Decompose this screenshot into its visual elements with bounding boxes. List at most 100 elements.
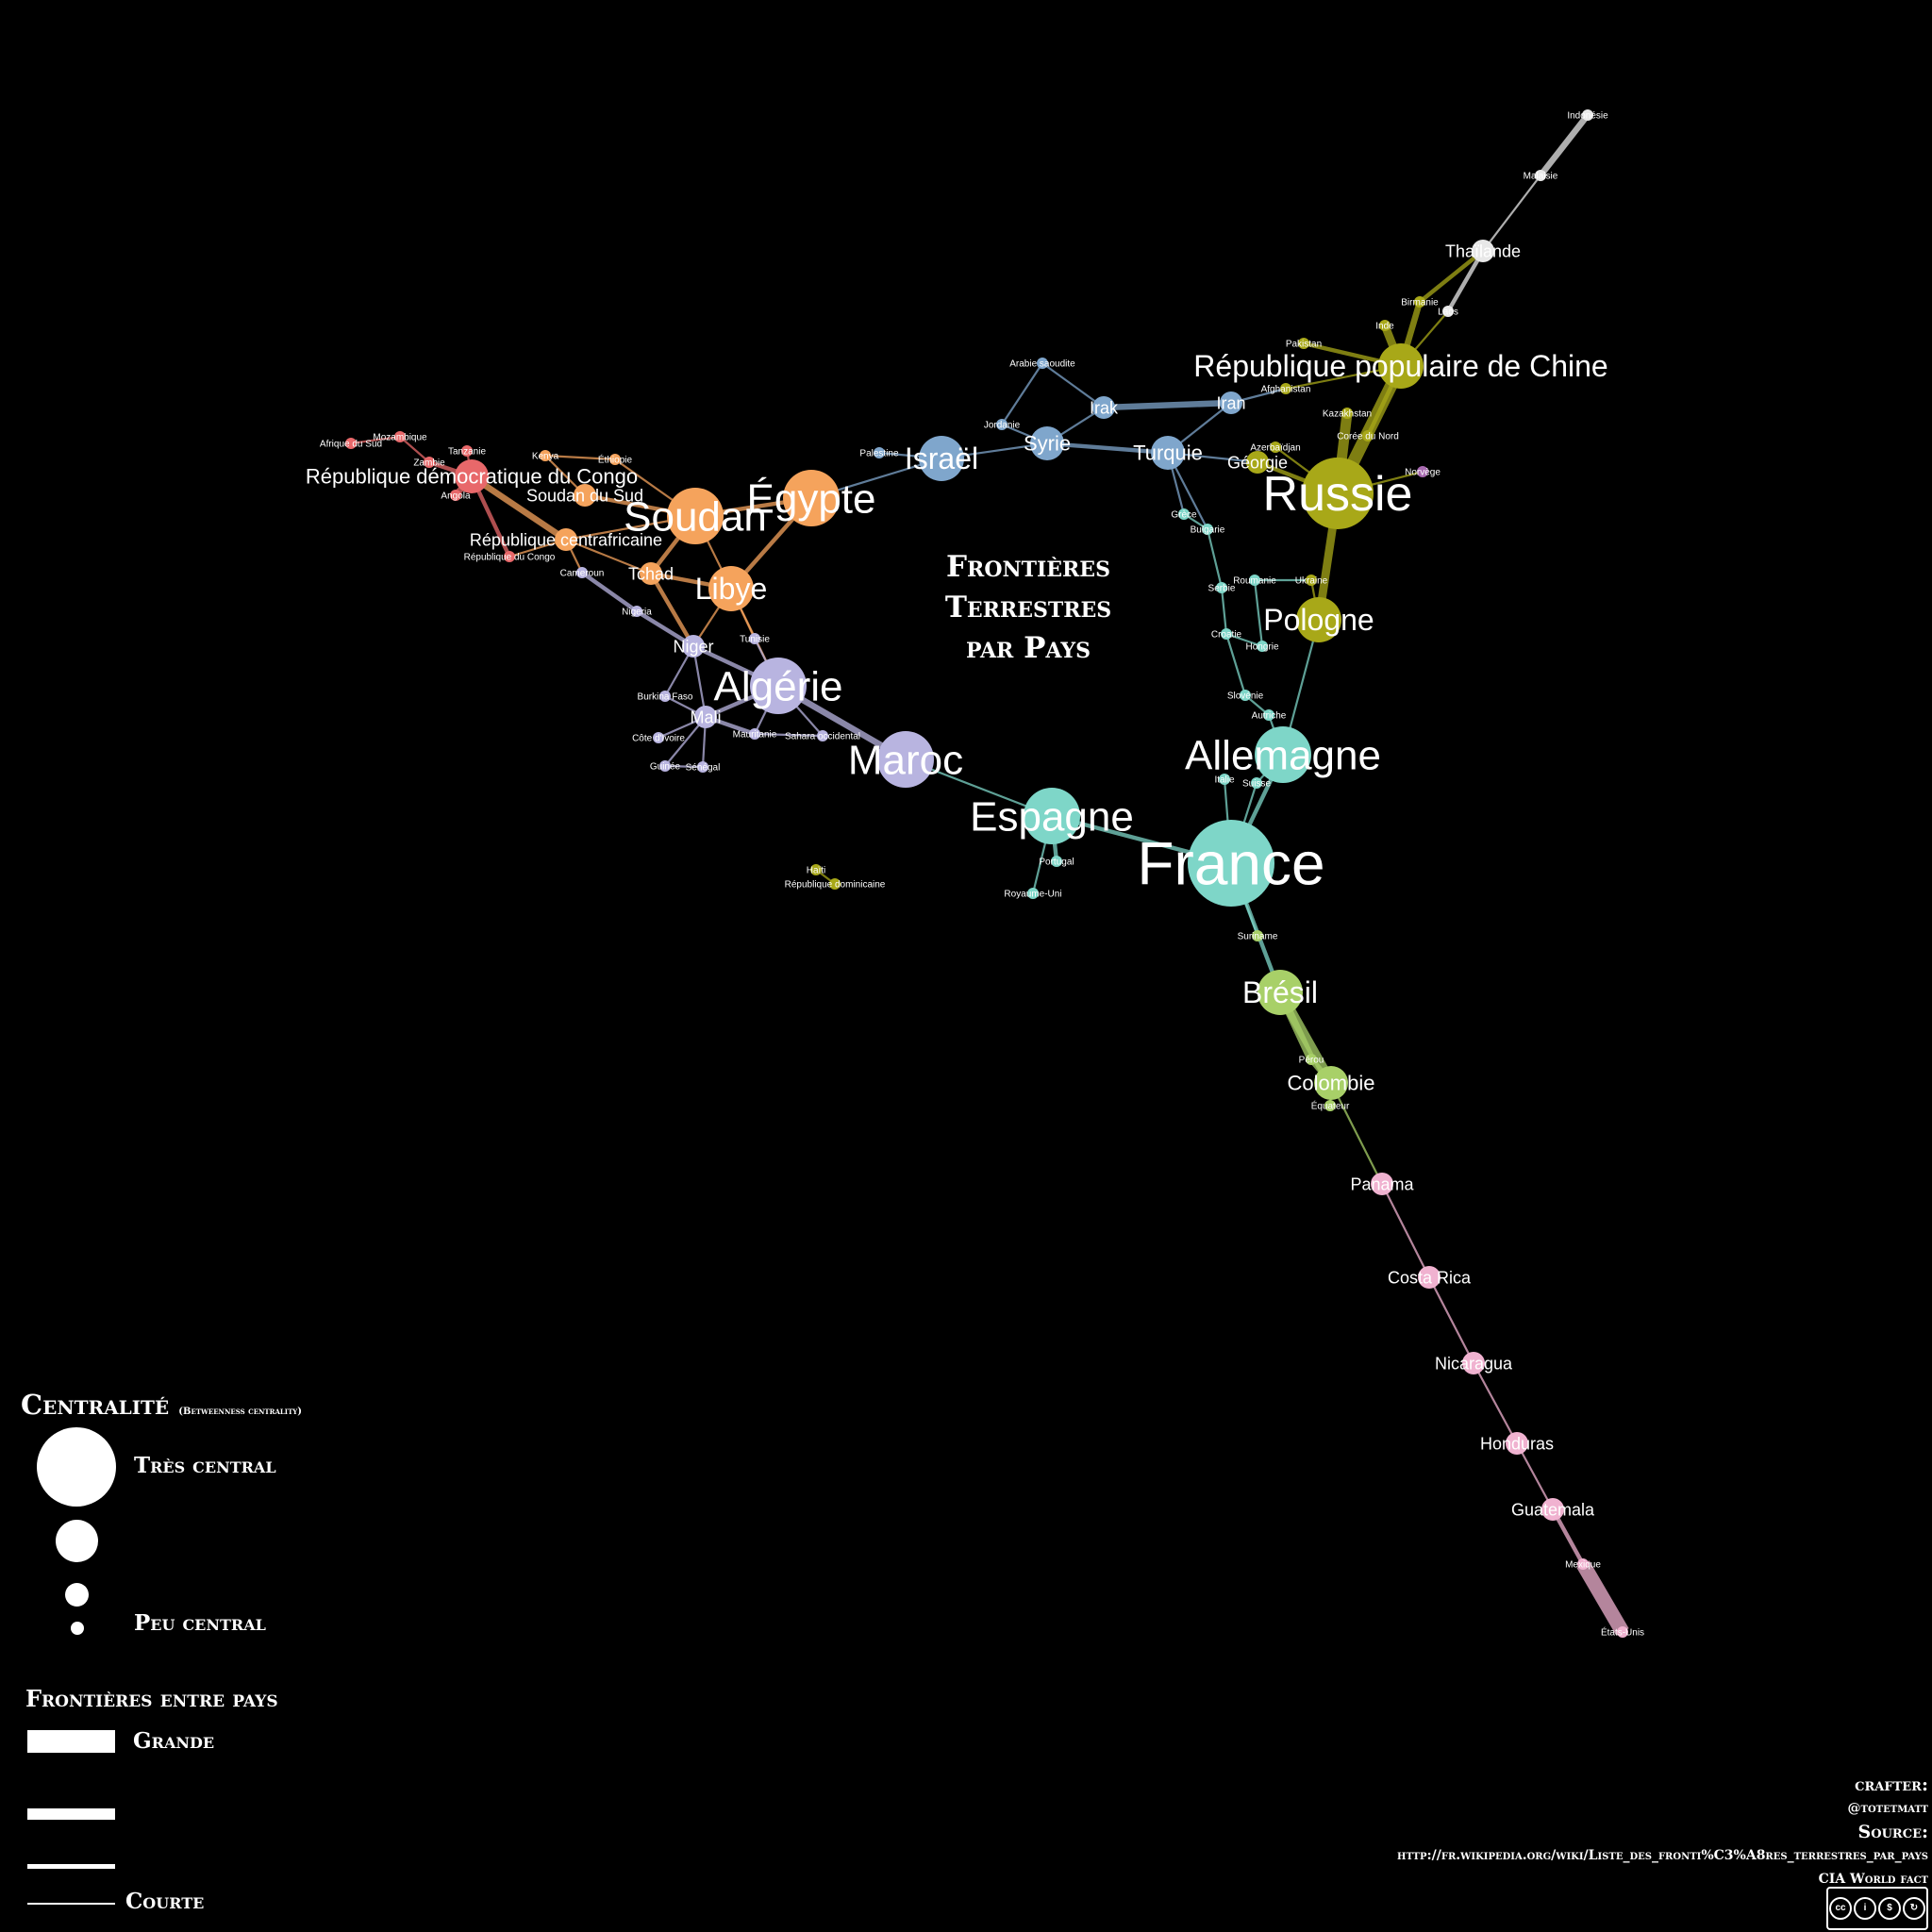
label-Maroc: Maroc bbox=[848, 737, 963, 783]
label-Jordanie: Jordanie bbox=[984, 421, 1021, 431]
node-Malaisie bbox=[1535, 170, 1546, 181]
crafter-handle: @totetmatt bbox=[1847, 1801, 1928, 1816]
label-Hongrie: Hongrie bbox=[1245, 642, 1278, 653]
label-Libye: Libye bbox=[695, 572, 768, 606]
nc-icon: $ bbox=[1878, 1897, 1901, 1920]
label-RoyaumeUni: Royaume-Uni bbox=[1004, 890, 1061, 900]
node-Iran bbox=[1220, 391, 1242, 414]
label-Iran: Iran bbox=[1216, 393, 1245, 412]
label-Angola: Angola bbox=[441, 491, 471, 502]
legend-low-label: Peu central bbox=[134, 1610, 266, 1636]
edge-Cameroun-Nigeria bbox=[580, 571, 639, 613]
label-Mauritanie: Mauritanie bbox=[733, 730, 777, 741]
node-Suisse bbox=[1251, 777, 1262, 789]
label-Grece: Grèce bbox=[1171, 510, 1197, 521]
node-Italie bbox=[1219, 774, 1230, 785]
node-Mali bbox=[694, 706, 717, 728]
label-Inde: Inde bbox=[1375, 322, 1394, 332]
node-Suriname bbox=[1252, 930, 1263, 941]
node-France bbox=[1188, 820, 1274, 907]
node-SoudanSud bbox=[574, 484, 596, 507]
edge-Irak-Iran bbox=[1103, 399, 1232, 411]
node-Afghanistan bbox=[1280, 383, 1291, 394]
node-Egypte bbox=[783, 470, 840, 526]
node-Zambie bbox=[424, 457, 435, 468]
node-Arabie bbox=[1037, 358, 1048, 369]
cc-license-badge: cc i $ ↻ bbox=[1826, 1887, 1928, 1930]
node-Nicaragua bbox=[1462, 1352, 1485, 1374]
legend-circle-tiny bbox=[71, 1622, 84, 1635]
edge-Tchad-Niger bbox=[649, 572, 695, 648]
label-Kenya: Kenya bbox=[532, 452, 559, 462]
node-Ukraine bbox=[1306, 575, 1317, 586]
edge-Zambie-Mozambique bbox=[399, 436, 430, 463]
node-Maroc bbox=[877, 731, 934, 788]
node-RDC bbox=[455, 459, 489, 493]
node-Mauritanie bbox=[749, 728, 760, 740]
label-Honduras: Honduras bbox=[1480, 1434, 1554, 1453]
label-Slovenie: Slovénie bbox=[1227, 691, 1264, 702]
label-Bresil: Brésil bbox=[1242, 975, 1318, 1009]
label-Egypte: Égypte bbox=[747, 475, 876, 522]
label-Turquie: Turquie bbox=[1133, 441, 1203, 465]
title-line-2: Terrestres bbox=[944, 591, 1112, 625]
node-Sahara bbox=[817, 730, 828, 741]
label-Georgie: Géorgie bbox=[1227, 453, 1288, 472]
label-Bulgarie: Bulgarie bbox=[1191, 525, 1225, 536]
cc-icon: cc bbox=[1829, 1897, 1852, 1920]
label-Portugal: Portugal bbox=[1039, 858, 1074, 868]
node-Niger bbox=[682, 635, 705, 658]
edge-Laos-Thailande bbox=[1446, 249, 1485, 313]
node-Allemagne bbox=[1255, 726, 1311, 783]
label-Suisse: Suisse bbox=[1242, 779, 1271, 790]
label-Haiti: Haïti bbox=[807, 866, 826, 876]
node-EtatsUnis bbox=[1617, 1626, 1628, 1638]
edge-Niger-Mali bbox=[691, 645, 708, 718]
node-Hongrie bbox=[1257, 641, 1268, 652]
node-Slovenie bbox=[1240, 690, 1251, 701]
label-Soudan: Soudan bbox=[624, 493, 767, 540]
label-Syrie: Syrie bbox=[1024, 432, 1071, 456]
edge-Mexique-EtatsUnis bbox=[1576, 1560, 1629, 1636]
label-Equateur: Équateur bbox=[1311, 1100, 1350, 1112]
legend-circle-large bbox=[37, 1427, 116, 1507]
country-nodes bbox=[345, 109, 1628, 1638]
label-Tchad: Tchad bbox=[628, 564, 674, 583]
legend-long-label: Grande bbox=[133, 1728, 215, 1754]
node-Angola bbox=[450, 490, 461, 501]
label-Nigeria: Nigeria bbox=[622, 608, 652, 618]
node-Ethiopie bbox=[609, 454, 621, 465]
edge-Serbie-Bulgarie bbox=[1206, 528, 1224, 589]
title-line-1: Frontières bbox=[946, 550, 1110, 584]
source-url[interactable]: http://fr.wikipedia.org/wiki/Liste_des_f… bbox=[1397, 1848, 1928, 1863]
label-Mali: Mali bbox=[690, 708, 721, 726]
label-Ukraine: Ukraine bbox=[1295, 576, 1328, 587]
edge-Colombie-Panama bbox=[1330, 1082, 1383, 1185]
edge-Irak-Arabie bbox=[1041, 362, 1105, 408]
edge-Mozambique-AfriqueSud bbox=[350, 435, 401, 445]
node-Mozambique bbox=[394, 431, 406, 442]
label-Kazakhstan: Kazakhstan bbox=[1323, 409, 1372, 420]
label-Thailande: Thaïlande bbox=[1445, 242, 1521, 260]
edge-Hongrie-Roumanie bbox=[1253, 579, 1264, 647]
legend-short-label: Courte bbox=[125, 1889, 205, 1914]
legend-centrality-title: Centralité (Betweenness centrality) bbox=[21, 1389, 302, 1421]
node-Syrie bbox=[1030, 426, 1064, 460]
label-Pologne: Pologne bbox=[1263, 603, 1374, 637]
node-Tanzanie bbox=[461, 445, 473, 457]
label-Cote: Côte d'Ivoire bbox=[632, 734, 685, 744]
node-Colombie bbox=[1314, 1066, 1348, 1100]
label-Norvege: Norvège bbox=[1405, 468, 1441, 478]
legend-bar-long bbox=[27, 1730, 115, 1753]
edge-Kenya-Ethiopie bbox=[544, 454, 616, 461]
node-Norvege bbox=[1417, 466, 1428, 477]
node-Equateur bbox=[1324, 1100, 1336, 1111]
legend-centrality-note: (Betweenness centrality) bbox=[178, 1407, 303, 1417]
label-Cameroun: Cameroun bbox=[560, 569, 605, 579]
node-Cote bbox=[653, 732, 664, 743]
label-Autriche: Autriche bbox=[1252, 711, 1287, 722]
node-Grece bbox=[1178, 508, 1190, 520]
edge-Malaisie-Indonesie bbox=[1538, 112, 1591, 178]
edge-Slovenie-Croatie bbox=[1224, 633, 1247, 696]
node-Roumanie bbox=[1249, 575, 1260, 586]
